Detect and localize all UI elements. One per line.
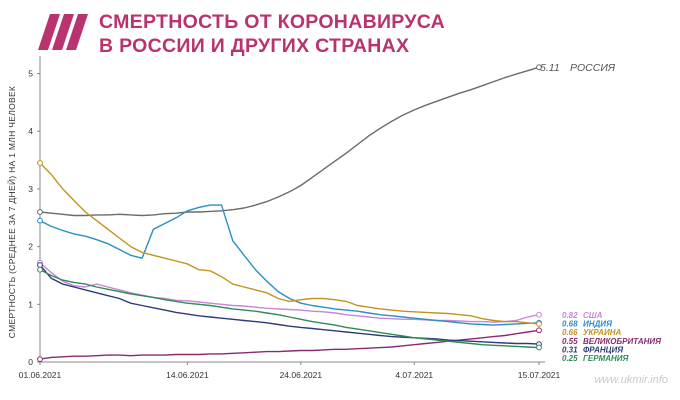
series-line <box>39 269 540 349</box>
series-start-point <box>37 266 43 273</box>
series-end-name: ГЕРМАНИЯ <box>583 354 629 363</box>
series-end-point <box>536 64 542 71</box>
series-end-point <box>536 344 542 351</box>
watermark: www.ukmir.info <box>594 374 668 386</box>
y-tick-label: 5 <box>28 69 33 79</box>
series-end-point <box>536 327 542 334</box>
series-end-value: 0.66 <box>562 328 578 337</box>
y-tick-label: 0 <box>28 357 33 367</box>
y-tick-label: 4 <box>28 126 33 136</box>
series-end-value: 5.11 <box>540 62 560 74</box>
series-end-value: 0.25 <box>562 354 578 363</box>
series-start-point <box>37 356 43 363</box>
series-start-point <box>37 217 43 224</box>
three-slashes-logo <box>38 14 88 50</box>
series-line <box>39 262 540 323</box>
series-end-value: 0.55 <box>562 337 578 346</box>
y-axis-label: СМЕРТНОСТЬ (СРЕДНЕЕ ЗА 7 ДНЕЙ) НА 1 МЛН … <box>6 86 17 338</box>
chart-title-line-1: СМЕРТНОСТЬ ОТ КОРОНАВИРУСА <box>99 11 446 33</box>
series-end-value: 0.31 <box>562 345 578 354</box>
series-line <box>39 264 540 345</box>
chart-title-line-2: В РОССИИ И ДРУГИХ СТРАНАХ <box>99 35 410 57</box>
series-end-value: 0.82 <box>562 311 578 320</box>
series-end-name: ИНДИЯ <box>583 320 612 329</box>
x-tick-label: 01.06.2021 <box>19 370 62 380</box>
series-end-name: США <box>583 311 603 320</box>
series-line <box>39 329 540 360</box>
series-end-value: 0.68 <box>562 320 578 329</box>
series-end-name: ВЕЛИКОБРИТАНИЯ <box>583 337 661 346</box>
series-end-name: УКРАИНА <box>583 328 621 337</box>
series-end-name: РОССИЯ <box>570 62 616 74</box>
y-tick-label: 1 <box>28 299 33 309</box>
series-end-point <box>536 321 542 327</box>
x-tick-label: 15.07.2021 <box>518 370 561 380</box>
x-tick-label: 24.06.2021 <box>280 370 323 380</box>
y-tick-label: 3 <box>28 184 33 194</box>
series-line <box>39 66 540 217</box>
chart-title: СМЕРТНОСТЬ ОТ КОРОНАВИРУСА В РОССИИ И ДР… <box>99 10 445 58</box>
series-end-point <box>536 311 542 318</box>
series-line <box>39 162 540 325</box>
x-tick-label: 4.07.2021 <box>395 370 433 380</box>
series-end-name: ФРАНЦИЯ <box>583 345 623 354</box>
series-start-point <box>37 209 43 215</box>
series-start-point <box>37 160 43 166</box>
x-tick-label: 14.06.2021 <box>166 370 209 380</box>
y-tick-label: 2 <box>28 242 33 252</box>
series-start-point <box>37 262 43 268</box>
series-line <box>39 204 540 326</box>
